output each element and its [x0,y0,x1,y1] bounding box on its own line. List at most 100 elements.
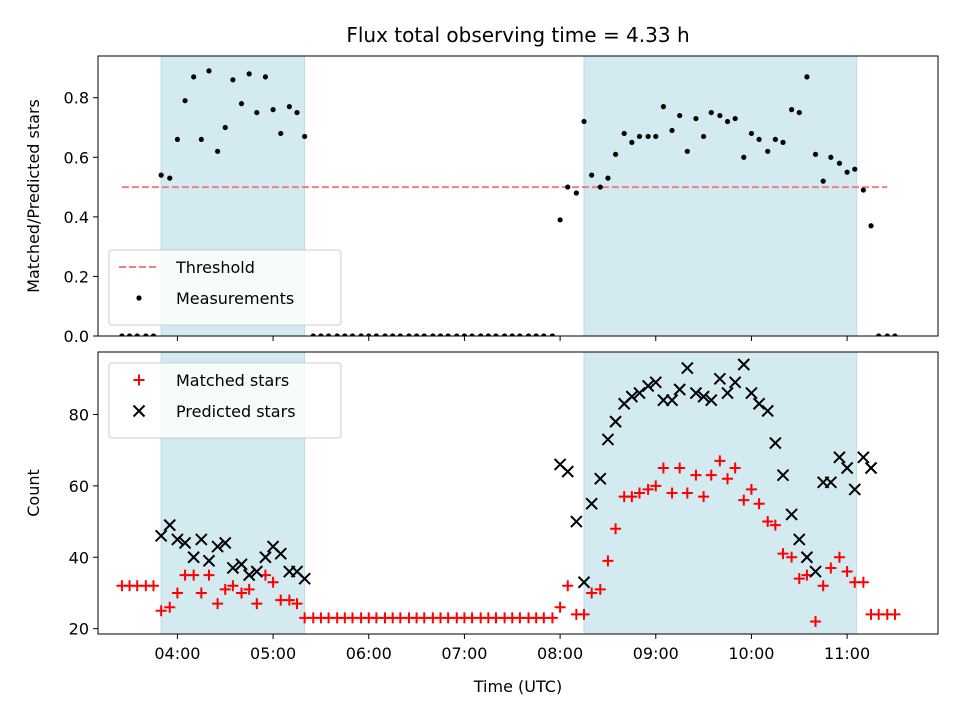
matched-stars-point [857,576,869,588]
measurements-point [382,333,388,336]
measurements-point [349,333,356,336]
measurements-point [430,333,436,336]
predicted-stars-point [298,572,311,585]
predicted-stars-point [697,390,710,403]
predicted-stars-point [211,540,224,553]
predicted-stars-point [681,361,694,375]
measurements-point [581,118,587,125]
measurements-point [206,68,212,74]
predicted-stars-point [769,436,782,450]
measurements-point [325,333,332,336]
measurements-point [214,148,221,154]
matched-stars-point [634,487,646,499]
legend-label: Predicted stars [176,402,296,421]
measurements-point [565,184,571,190]
chart-title: Flux total observing time = 4.33 h [346,23,689,47]
measurements-point [836,160,843,166]
measurements-point [653,133,659,140]
legend-item: Threshold [119,258,255,277]
matched-stars-point [610,523,622,535]
y-tick-label: 0.0 [64,327,89,346]
measurements-point [198,136,204,143]
data-points [116,358,901,628]
matched-stars-point [578,608,590,620]
matched-stars-point [155,605,167,617]
predicted-stars-point [824,476,838,489]
measurements-point [708,109,714,116]
measurements-point [748,130,755,137]
predicted-stars-point [561,465,574,478]
matched-stars-point [657,462,669,474]
y-tick-label: 0.4 [64,208,89,227]
measurements-point [780,139,786,145]
measurements-point [541,333,547,336]
measurements-point [126,333,133,336]
measurements-point [485,333,491,336]
predicted-stars-point [274,547,287,560]
measurements-point [334,333,340,336]
measurements-point [302,133,308,140]
matched-stars-point [212,598,224,610]
measurements-point [278,130,284,137]
measurements-point [741,154,747,160]
matched-stars-point [698,491,710,503]
predicted-stars-point [840,461,854,475]
matched-stars-point [722,473,734,485]
matched-stars-point [681,487,693,499]
measurements-point [222,124,228,131]
matched-stars-point [267,576,279,588]
predicted-stars-point [609,415,622,428]
matched-stars-point [793,573,805,585]
matched-stars-point [188,569,200,581]
x-tick-label: 11:00 [824,644,870,663]
predicted-stars-point [641,379,655,393]
x-tick-label: 10:00 [728,644,774,663]
matched-stars-point [642,483,654,495]
predicted-stars-point [649,376,662,389]
plot-frame [97,55,939,337]
matched-stars-point [164,601,176,613]
measurements-point [119,333,125,336]
measurements-point [437,333,444,336]
measurements-point [191,74,197,80]
predicted-stars-point [250,565,264,578]
measurements-point [645,133,651,140]
predicted-stars-point [848,483,861,496]
measurements-point [502,333,508,336]
matched-stars-point [586,587,598,599]
matched-stars-point [817,580,829,592]
y-tick-label: 0.6 [64,148,89,167]
x-axis-label: Time (UTC) [473,677,562,696]
matched-stars-point [291,598,303,610]
predicted-stars-point [570,515,583,528]
matched-stars-point [227,580,239,592]
measurements-point [669,127,675,134]
measurements-point [804,74,810,80]
measurements-point [413,333,420,336]
matched-stars-point [690,469,702,481]
matched-stars-point [762,516,774,528]
measurements-point [724,118,731,125]
matched-stars-point [786,551,798,563]
matched-stars-point [825,562,837,574]
matched-stars-point [195,587,207,599]
y-tick-label: 20 [69,620,89,639]
matched-stars-point [650,480,662,492]
x-tick-label: 04:00 [154,644,200,663]
matched-stars-point [889,608,901,620]
matched-stars-point [243,583,255,595]
predicted-stars-point [864,461,878,475]
legend: Matched stars Predicted stars [108,362,342,439]
matched-stars-point [674,462,686,474]
measurements-point [493,333,499,336]
matched-stars-point [745,483,757,495]
measurements-point [461,333,468,336]
measurements-point [636,133,643,140]
matched-stars-point [841,566,853,578]
matched-stars-point [147,580,159,592]
bottom-panel: 20 40 60 80 04:00 05:00 06:00 07:00 08:00 09:00 10… [24,351,939,663]
matched-stars-point [546,612,558,624]
legend-item: Measurements [136,289,294,308]
predicted-stars-point [752,397,766,410]
